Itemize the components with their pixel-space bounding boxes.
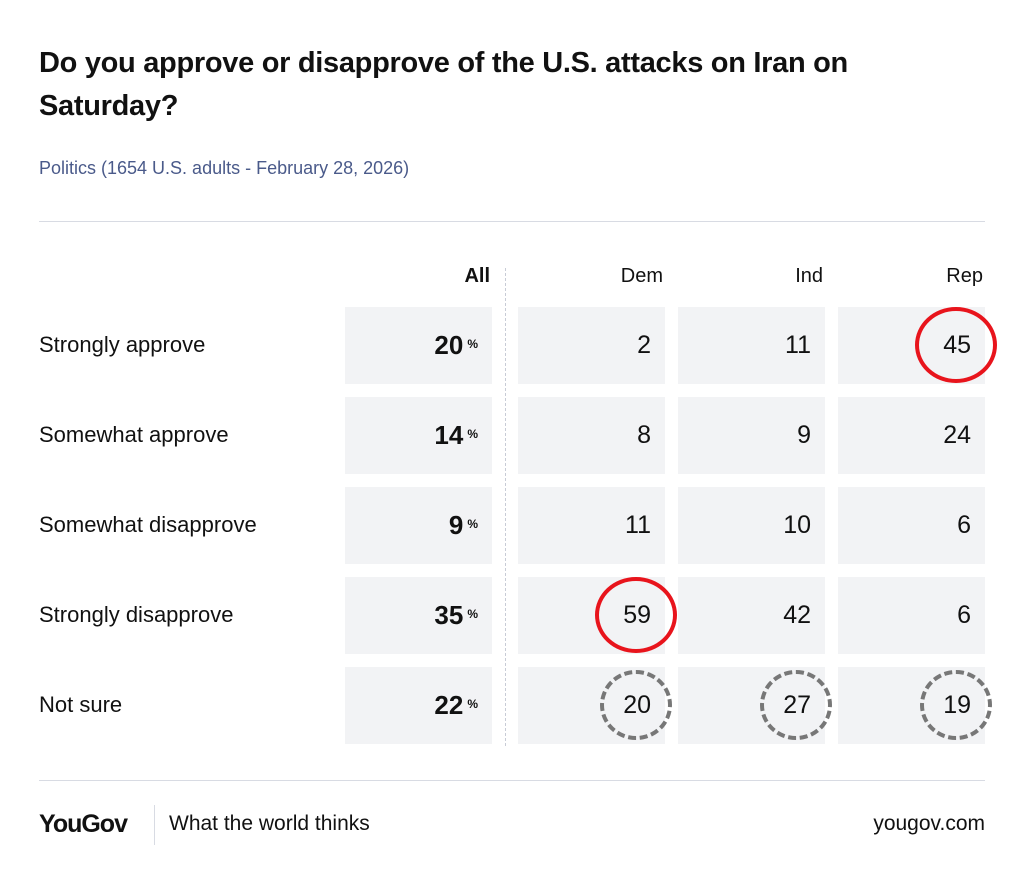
- table-cell: 11: [678, 307, 825, 384]
- table-cell: 11: [518, 487, 665, 564]
- cell-value: 45: [943, 331, 971, 359]
- row-label: Not sure: [39, 692, 123, 717]
- cell-value: 24: [943, 421, 971, 449]
- subtitle: Politics (1654 U.S. adults - February 28…: [39, 158, 410, 178]
- table-cell: 59: [518, 577, 665, 654]
- cell-value: 6: [957, 511, 971, 539]
- table-cell: 14%: [345, 397, 492, 474]
- cell-value: 11: [785, 331, 811, 359]
- cell-value: 20: [434, 330, 464, 360]
- table-cell: 45: [838, 307, 985, 384]
- site-link[interactable]: yougov.com: [873, 812, 985, 835]
- divider-top: [39, 221, 985, 222]
- yougov-logo: YouGov: [39, 810, 128, 838]
- cell-value: 20: [623, 691, 651, 719]
- column-header-ind: Ind: [795, 265, 823, 287]
- cell-value: 59: [623, 601, 651, 629]
- percent-sign: %: [467, 606, 478, 621]
- row-label: Strongly disapprove: [39, 602, 234, 627]
- table-cell: 10: [678, 487, 825, 564]
- cell-value: 14: [434, 420, 464, 450]
- table-cell: 19: [838, 667, 985, 744]
- footer-separator: [154, 805, 155, 845]
- table-cell: 27: [678, 667, 825, 744]
- column-header-rep: Rep: [946, 265, 983, 287]
- row-label: Somewhat approve: [39, 422, 229, 447]
- cell-value: 2: [637, 331, 651, 359]
- row-label: Somewhat disapprove: [39, 512, 257, 537]
- table-cell: 6: [838, 487, 985, 564]
- percent-sign: %: [467, 426, 478, 441]
- table-cell: 2: [518, 307, 665, 384]
- column-header-all: All: [464, 265, 490, 287]
- cell-value: 6: [957, 601, 971, 629]
- table-cell: 42: [678, 577, 825, 654]
- table-cell: 20%: [345, 307, 492, 384]
- cell-value: 9: [797, 421, 811, 449]
- cell-value: 9: [448, 510, 464, 540]
- percent-sign: %: [467, 696, 478, 711]
- cell-value: 42: [783, 601, 811, 629]
- cell-value: 35: [434, 600, 464, 630]
- cell-value: 22: [434, 690, 464, 720]
- row-label: Strongly approve: [39, 332, 206, 357]
- cell-value: 19: [943, 691, 971, 719]
- divider-bottom: [39, 780, 985, 781]
- table-cell: 22%: [345, 667, 492, 744]
- table-cell: 35%: [345, 577, 492, 654]
- cell-value: 11: [625, 511, 651, 539]
- table-cell: 20: [518, 667, 665, 744]
- cell-value: 8: [637, 421, 651, 449]
- percent-sign: %: [467, 336, 478, 351]
- tagline: What the world thinks: [169, 812, 370, 835]
- column-divider: [505, 268, 506, 746]
- cell-value: 10: [783, 511, 811, 539]
- table-cell: 6: [838, 577, 985, 654]
- table-cell: 9: [678, 397, 825, 474]
- page-title: Do you approve or disapprove of the U.S.…: [39, 47, 848, 122]
- percent-sign: %: [467, 516, 478, 531]
- table-cell: 9%: [345, 487, 492, 564]
- column-header-dem: Dem: [620, 265, 663, 287]
- cell-value: 27: [783, 691, 811, 719]
- table-cell: 24: [838, 397, 985, 474]
- table-cell: 8: [518, 397, 665, 474]
